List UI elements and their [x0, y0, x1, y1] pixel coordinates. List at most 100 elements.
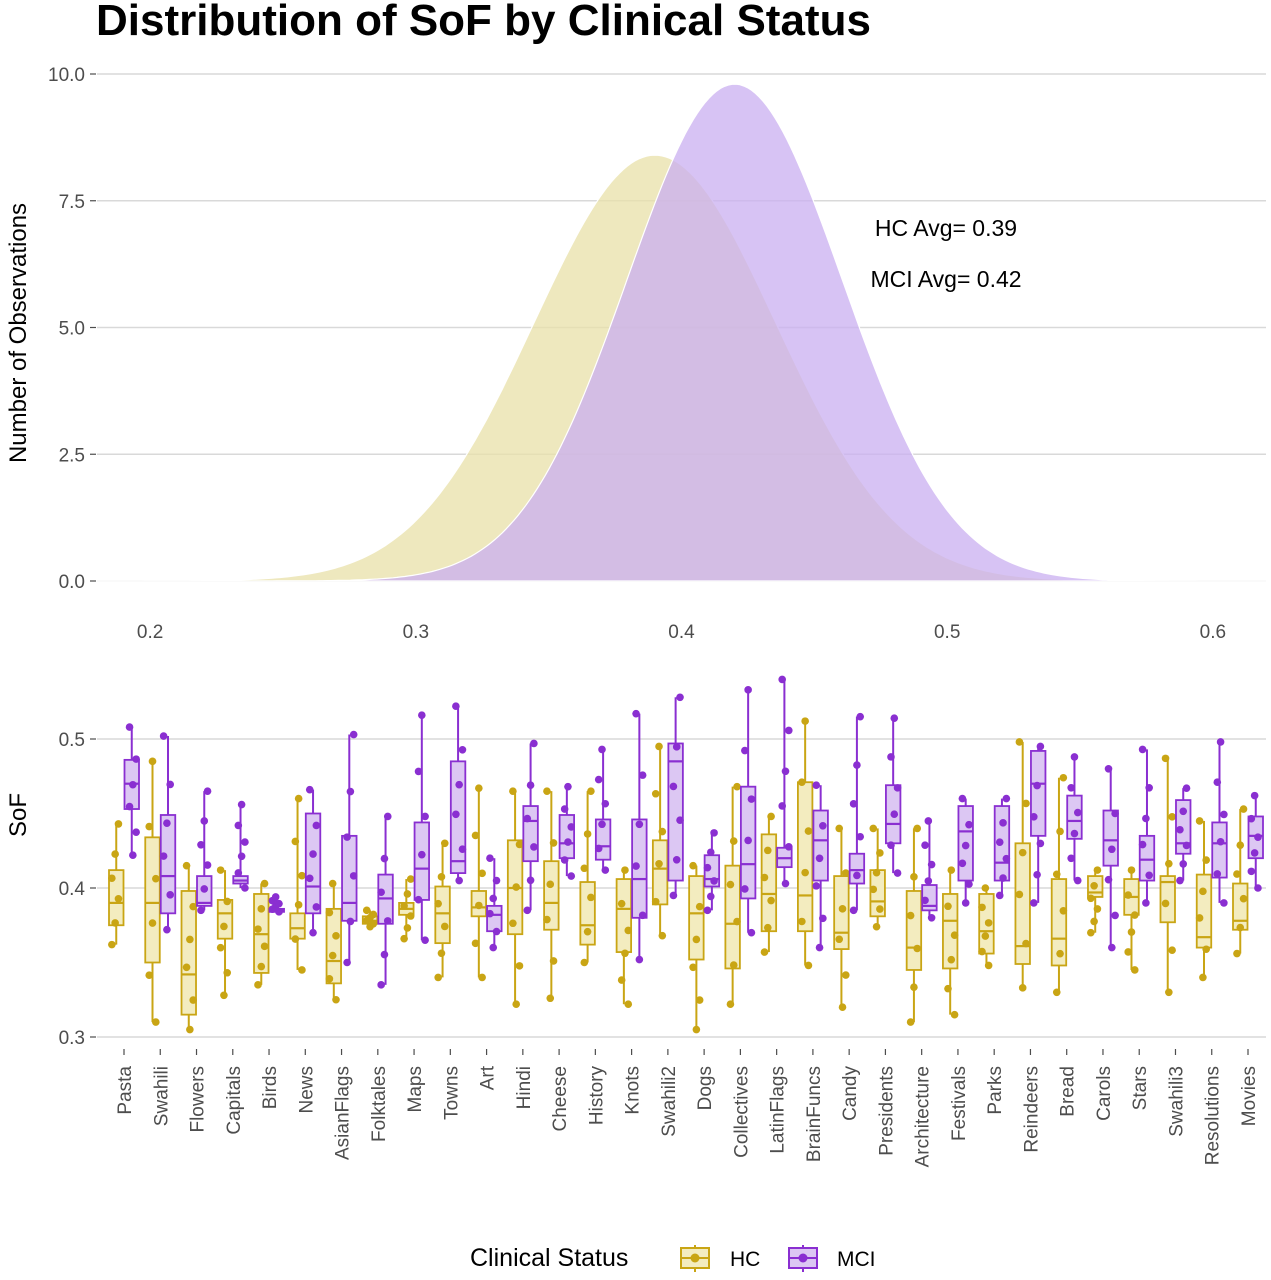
box-point [471, 939, 480, 948]
box-mci [993, 794, 1011, 900]
hc-average-annotation: HC Avg= 0.39 [875, 215, 1017, 241]
box-point [509, 787, 517, 795]
box-point [778, 675, 786, 684]
box-hc [434, 839, 451, 982]
box-point [1090, 917, 1098, 926]
box-point [651, 897, 660, 906]
box-point [377, 981, 385, 989]
box-body [631, 818, 648, 919]
box-point [638, 771, 647, 779]
box-body [1050, 878, 1068, 967]
boxplot-x-tick-label: Movies [1239, 1066, 1260, 1126]
box-hc [1232, 805, 1249, 958]
box-point [583, 927, 592, 936]
box-point [706, 892, 715, 901]
box-hc [144, 757, 161, 1026]
box-point [328, 879, 337, 888]
box-point [672, 743, 681, 751]
box-point [965, 880, 973, 888]
box-point [1059, 906, 1068, 915]
box-hc [1123, 866, 1140, 974]
boxplot-x-tick-label: Resolutions [1203, 1066, 1224, 1165]
box-point [237, 852, 246, 861]
box-hc [905, 824, 923, 1026]
box-point [1127, 866, 1136, 874]
box-mci [159, 732, 177, 934]
box-point [437, 949, 446, 958]
box-point [632, 862, 640, 870]
box-mci [486, 854, 503, 952]
box-point [638, 911, 647, 920]
box-point [1087, 894, 1095, 903]
boxplot-boxes [108, 675, 1264, 1034]
box-point [383, 812, 392, 821]
box-hc [651, 742, 669, 940]
boxplot-x-ticks: Pasta Swahili Flowers Capitals Birds News Asia… [115, 1049, 1260, 1167]
box-point [726, 1000, 735, 1009]
box-point [1247, 814, 1256, 823]
box-point [567, 823, 576, 831]
box-point [801, 717, 809, 725]
chart-title: Distribution of SoF by Clinical Status [96, 0, 871, 45]
box-point [1070, 829, 1079, 838]
box-body [216, 899, 234, 940]
box-point [203, 861, 212, 869]
box-point [812, 781, 821, 789]
box-point [1142, 814, 1150, 823]
box-point [305, 785, 314, 794]
box-hc [1014, 738, 1031, 992]
box-body [1175, 799, 1192, 855]
box-point [1036, 742, 1045, 751]
box-point [234, 821, 243, 830]
box-mci [812, 781, 829, 952]
box-point [220, 922, 228, 931]
box-point [111, 850, 119, 858]
boxplot-x-tick-label: Architecture [913, 1066, 934, 1167]
box-point [152, 1018, 160, 1026]
box-point [1090, 881, 1098, 890]
box-body [797, 781, 814, 933]
boxplot-x-tick-label: Capitals [224, 1066, 245, 1135]
box-point [509, 919, 517, 928]
density-y-tick-label: 0.0 [59, 572, 85, 593]
box-point [108, 874, 116, 883]
density-x-tick-label: 0.6 [1200, 622, 1226, 643]
box-point [913, 824, 922, 833]
box-point [1030, 899, 1038, 907]
box-point [1199, 887, 1207, 896]
box-point [906, 911, 915, 920]
box-body [1014, 842, 1031, 965]
box-mci [703, 829, 721, 915]
box-hc [108, 820, 125, 949]
box-point [455, 876, 463, 885]
box-point [1161, 754, 1170, 763]
box-point [189, 996, 197, 1004]
box-point [145, 971, 154, 979]
box-mci [1247, 791, 1264, 892]
box-point [237, 800, 246, 809]
box-body [1102, 809, 1119, 867]
box-point [651, 789, 660, 798]
box-point [695, 996, 704, 1004]
box-hc [760, 812, 778, 956]
box-point [1056, 827, 1064, 836]
box-point [1233, 949, 1241, 958]
box-point [223, 968, 232, 977]
box-hc [688, 861, 705, 1034]
boxplot-x-tick-label: Swahili [151, 1066, 172, 1126]
box-hc [797, 717, 814, 970]
boxplot-x-tick-label: Flowers [188, 1066, 209, 1133]
box-point [1073, 808, 1082, 817]
box-point [624, 926, 633, 935]
box-hc [361, 906, 379, 931]
box-point [332, 995, 340, 1004]
box-point [804, 961, 813, 970]
box-point [1161, 899, 1170, 908]
box-point [455, 780, 463, 789]
box-point [669, 891, 678, 900]
box-point [876, 905, 884, 913]
boxplot-x-tick-label: Birds [260, 1066, 281, 1109]
box-body [543, 860, 560, 931]
box-point [921, 841, 929, 849]
box-point [1104, 765, 1113, 773]
